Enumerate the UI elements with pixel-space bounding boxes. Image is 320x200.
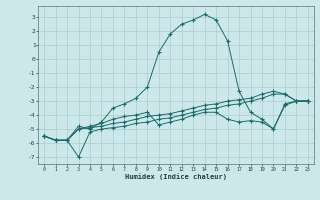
X-axis label: Humidex (Indice chaleur): Humidex (Indice chaleur) (125, 173, 227, 180)
